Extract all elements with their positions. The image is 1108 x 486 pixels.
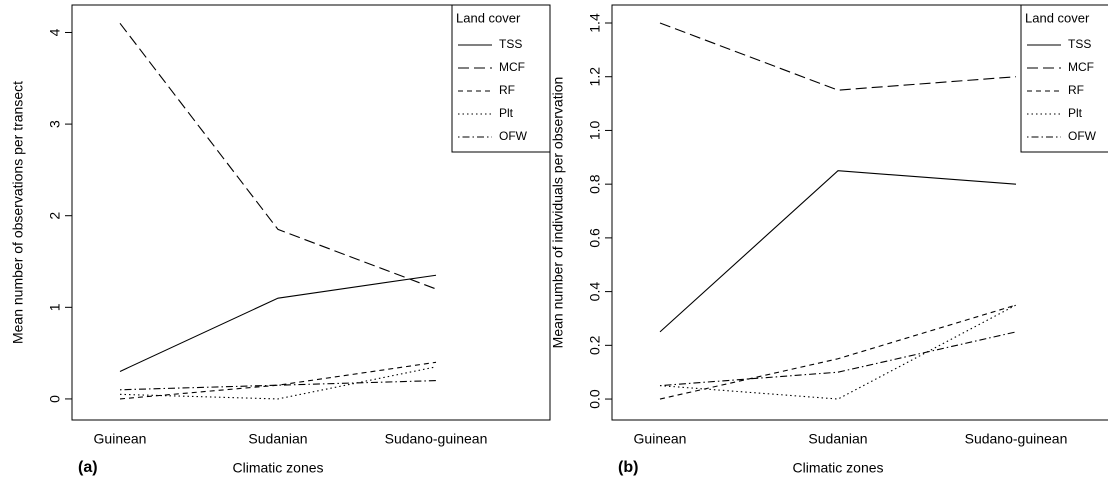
- x-axis-title: Climatic zones: [232, 460, 323, 476]
- legend-label: OFW: [1068, 129, 1097, 143]
- series-line: [659, 304, 1017, 400]
- legend: Land cover TSS MCF RF Plt OFW: [451, 4, 551, 153]
- panel-label: (a): [78, 459, 98, 476]
- legend-label: TSS: [499, 37, 522, 51]
- series-line: [119, 366, 437, 400]
- x-tick-label: Sudanian: [248, 431, 307, 447]
- legend-label: RF: [499, 83, 515, 97]
- legend-label: Plt: [499, 106, 514, 120]
- legend-label: OFW: [499, 129, 528, 143]
- y-tick-label: 0.0: [587, 389, 603, 409]
- legend-title: Land cover: [456, 10, 521, 25]
- series-line: [119, 22, 437, 290]
- y-tick-label: 2: [47, 212, 63, 220]
- y-tick-label: 1: [47, 303, 63, 311]
- legend: Land cover TSS MCF RF Plt OFW: [1020, 4, 1108, 153]
- y-tick-label: 0.8: [587, 174, 603, 194]
- legend-label: MCF: [499, 60, 525, 74]
- legend-label: Plt: [1068, 106, 1083, 120]
- plot-frame: [611, 4, 1108, 421]
- series-line: [659, 170, 1017, 333]
- series-line: [659, 331, 1017, 387]
- series-line: [119, 380, 437, 391]
- legend-box: [1020, 4, 1108, 153]
- legend-title: Land cover: [1025, 10, 1090, 25]
- series-line: [119, 274, 437, 372]
- legend-label: TSS: [1068, 37, 1091, 51]
- x-tick-label: Guinean: [94, 431, 147, 447]
- panel-label: (b): [618, 459, 638, 476]
- y-axis-title: Mean number of observations per transect: [10, 81, 26, 344]
- y-tick-label: 1.2: [587, 67, 603, 87]
- series-line: [659, 304, 1017, 400]
- y-tick-label: 0.2: [587, 335, 603, 355]
- x-tick-label: Sudano-guinean: [385, 431, 488, 447]
- y-tick-label: 1.0: [587, 120, 603, 140]
- y-tick-label: 0.6: [587, 228, 603, 248]
- y-tick-label: 3: [47, 120, 63, 128]
- x-tick-label: Guinean: [634, 431, 687, 447]
- x-tick-label: Sudano-guinean: [965, 431, 1068, 447]
- series-line: [119, 361, 437, 400]
- x-tick-label: Sudanian: [808, 431, 867, 447]
- legend-label: RF: [1068, 83, 1084, 97]
- y-tick-label: 1.4: [587, 13, 603, 33]
- y-tick-label: 0: [47, 395, 63, 403]
- panel: 0 1 2 3 4 Guinean Sudanian Sudano-guinean Mean n…: [10, 4, 551, 476]
- x-axis-title: Climatic zones: [792, 460, 883, 476]
- plot-frame: [71, 4, 551, 421]
- legend-label: MCF: [1068, 60, 1094, 74]
- panel: 0.0 0.2 0.4 0.6 0.8 1.0 1.2 1.4 Guinean Sudanian S…: [550, 4, 1108, 476]
- series-line: [659, 22, 1017, 91]
- legend-box: [451, 4, 551, 153]
- y-tick-label: 4: [47, 28, 63, 36]
- y-tick-label: 0.4: [587, 282, 603, 302]
- y-axis-title: Mean number of individuals per observati…: [550, 77, 566, 349]
